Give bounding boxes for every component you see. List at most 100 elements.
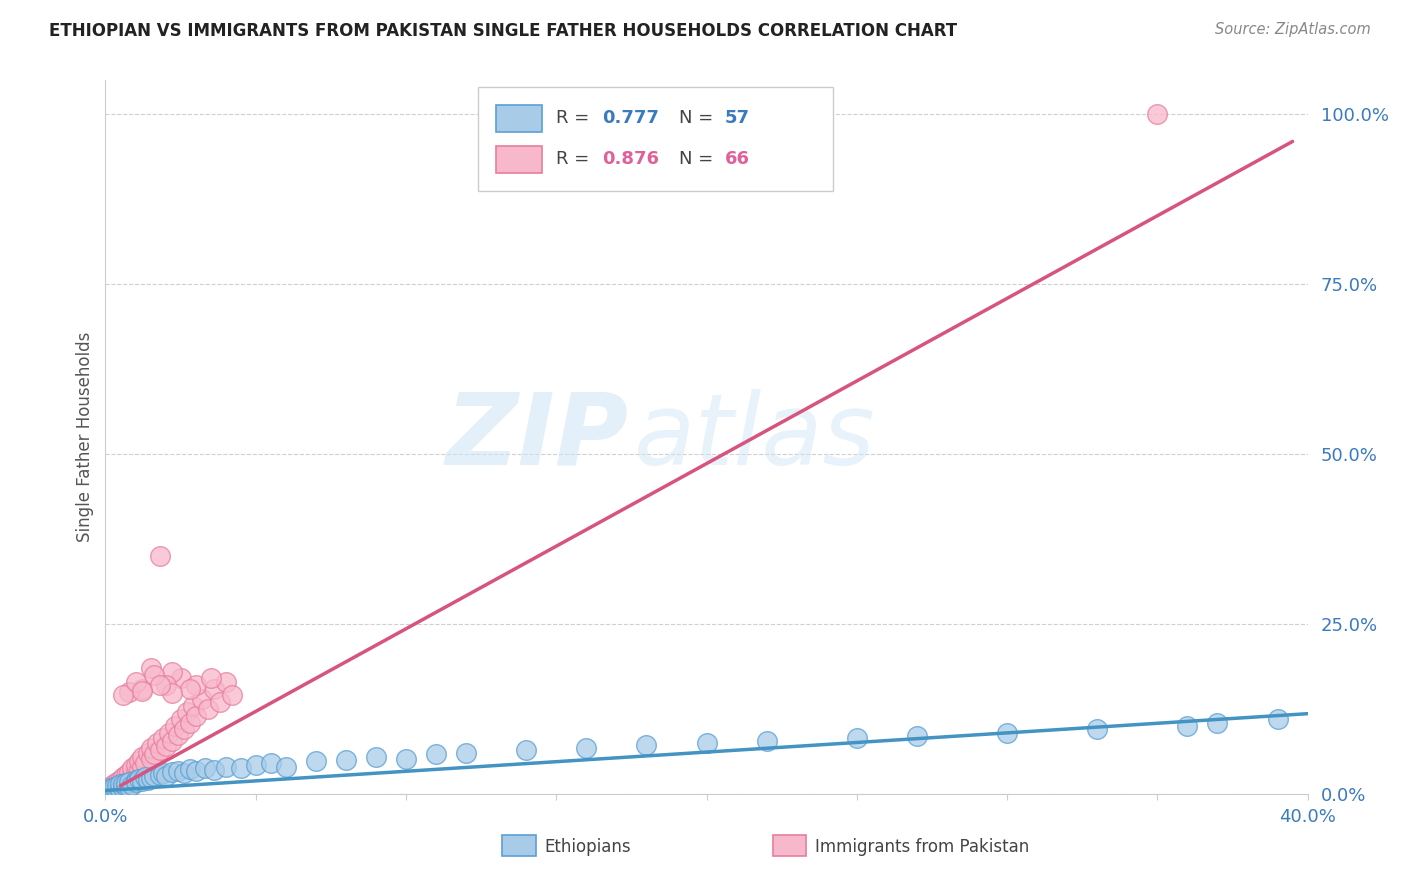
Text: 0.876: 0.876 xyxy=(602,150,659,168)
Y-axis label: Single Father Households: Single Father Households xyxy=(76,332,94,542)
Point xyxy=(107,774,129,789)
Point xyxy=(112,777,135,791)
Point xyxy=(142,769,165,783)
Point xyxy=(157,725,180,739)
Point xyxy=(128,772,150,786)
Point xyxy=(221,689,243,703)
Text: ETHIOPIAN VS IMMIGRANTS FROM PAKISTAN SINGLE FATHER HOUSEHOLDS CORRELATION CHART: ETHIOPIAN VS IMMIGRANTS FROM PAKISTAN SI… xyxy=(49,22,957,40)
Point xyxy=(202,763,225,777)
Point xyxy=(184,764,207,779)
Point xyxy=(245,758,267,772)
Point xyxy=(121,761,143,775)
Point xyxy=(515,742,537,756)
Point xyxy=(696,736,718,750)
Bar xyxy=(496,146,541,173)
Point xyxy=(115,768,138,782)
Point xyxy=(845,731,868,746)
Point xyxy=(145,736,167,750)
Point xyxy=(103,780,125,794)
Point xyxy=(148,768,170,782)
Text: Ethiopians: Ethiopians xyxy=(544,838,631,855)
Point xyxy=(139,751,162,765)
Point xyxy=(100,783,122,797)
Point xyxy=(305,754,328,768)
Point xyxy=(152,766,174,780)
Point xyxy=(124,773,146,788)
Point xyxy=(148,742,170,756)
Point xyxy=(197,702,219,716)
Point xyxy=(152,731,174,746)
Point xyxy=(229,761,252,775)
Point xyxy=(208,695,231,709)
Point xyxy=(160,734,183,748)
Point xyxy=(121,778,143,792)
Point xyxy=(124,766,146,780)
Point xyxy=(112,770,135,784)
Point xyxy=(214,760,236,774)
Point xyxy=(110,782,132,797)
Point xyxy=(166,764,188,778)
Point xyxy=(118,685,141,699)
Point xyxy=(112,777,135,791)
Point xyxy=(274,760,297,774)
Point xyxy=(335,753,357,767)
Point xyxy=(115,776,138,790)
Point xyxy=(134,756,156,771)
Point xyxy=(1267,712,1289,726)
Text: atlas: atlas xyxy=(634,389,876,485)
Point xyxy=(124,775,146,789)
Point xyxy=(214,674,236,689)
Point xyxy=(128,763,150,777)
Point xyxy=(395,751,418,765)
Point xyxy=(148,549,170,563)
Point xyxy=(115,774,138,789)
Text: 57: 57 xyxy=(724,109,749,127)
Point xyxy=(181,698,204,713)
Point xyxy=(115,780,138,794)
Point xyxy=(200,671,222,685)
Point xyxy=(100,781,122,796)
Point xyxy=(112,689,135,703)
Point xyxy=(97,785,120,799)
Point xyxy=(110,777,132,791)
Point xyxy=(103,777,125,791)
Point xyxy=(118,774,141,789)
Point xyxy=(166,728,188,742)
Point xyxy=(425,747,447,762)
Point xyxy=(107,780,129,794)
Point xyxy=(100,779,122,793)
Point xyxy=(142,747,165,762)
Text: R =: R = xyxy=(557,150,595,168)
Point xyxy=(179,681,201,696)
Point xyxy=(160,665,183,679)
Point xyxy=(169,671,191,685)
Point xyxy=(107,782,129,797)
Point xyxy=(131,683,153,698)
Point xyxy=(202,681,225,696)
Point xyxy=(131,760,153,774)
Point xyxy=(142,668,165,682)
Bar xyxy=(773,835,806,856)
Point xyxy=(184,708,207,723)
Point xyxy=(755,734,778,748)
FancyBboxPatch shape xyxy=(478,87,832,191)
Point xyxy=(160,686,183,700)
Point xyxy=(1206,715,1229,730)
Point xyxy=(364,749,387,764)
Point xyxy=(118,772,141,786)
Point xyxy=(169,712,191,726)
Point xyxy=(131,749,153,764)
Text: N =: N = xyxy=(679,150,718,168)
Point xyxy=(131,681,153,696)
Point xyxy=(155,739,177,754)
Point xyxy=(112,780,135,795)
Point xyxy=(148,678,170,692)
Point xyxy=(128,754,150,768)
Point xyxy=(124,674,146,689)
Text: Source: ZipAtlas.com: Source: ZipAtlas.com xyxy=(1215,22,1371,37)
Point xyxy=(163,719,186,733)
Point xyxy=(179,715,201,730)
Bar xyxy=(502,835,536,856)
Point xyxy=(97,781,120,796)
Point xyxy=(121,769,143,783)
